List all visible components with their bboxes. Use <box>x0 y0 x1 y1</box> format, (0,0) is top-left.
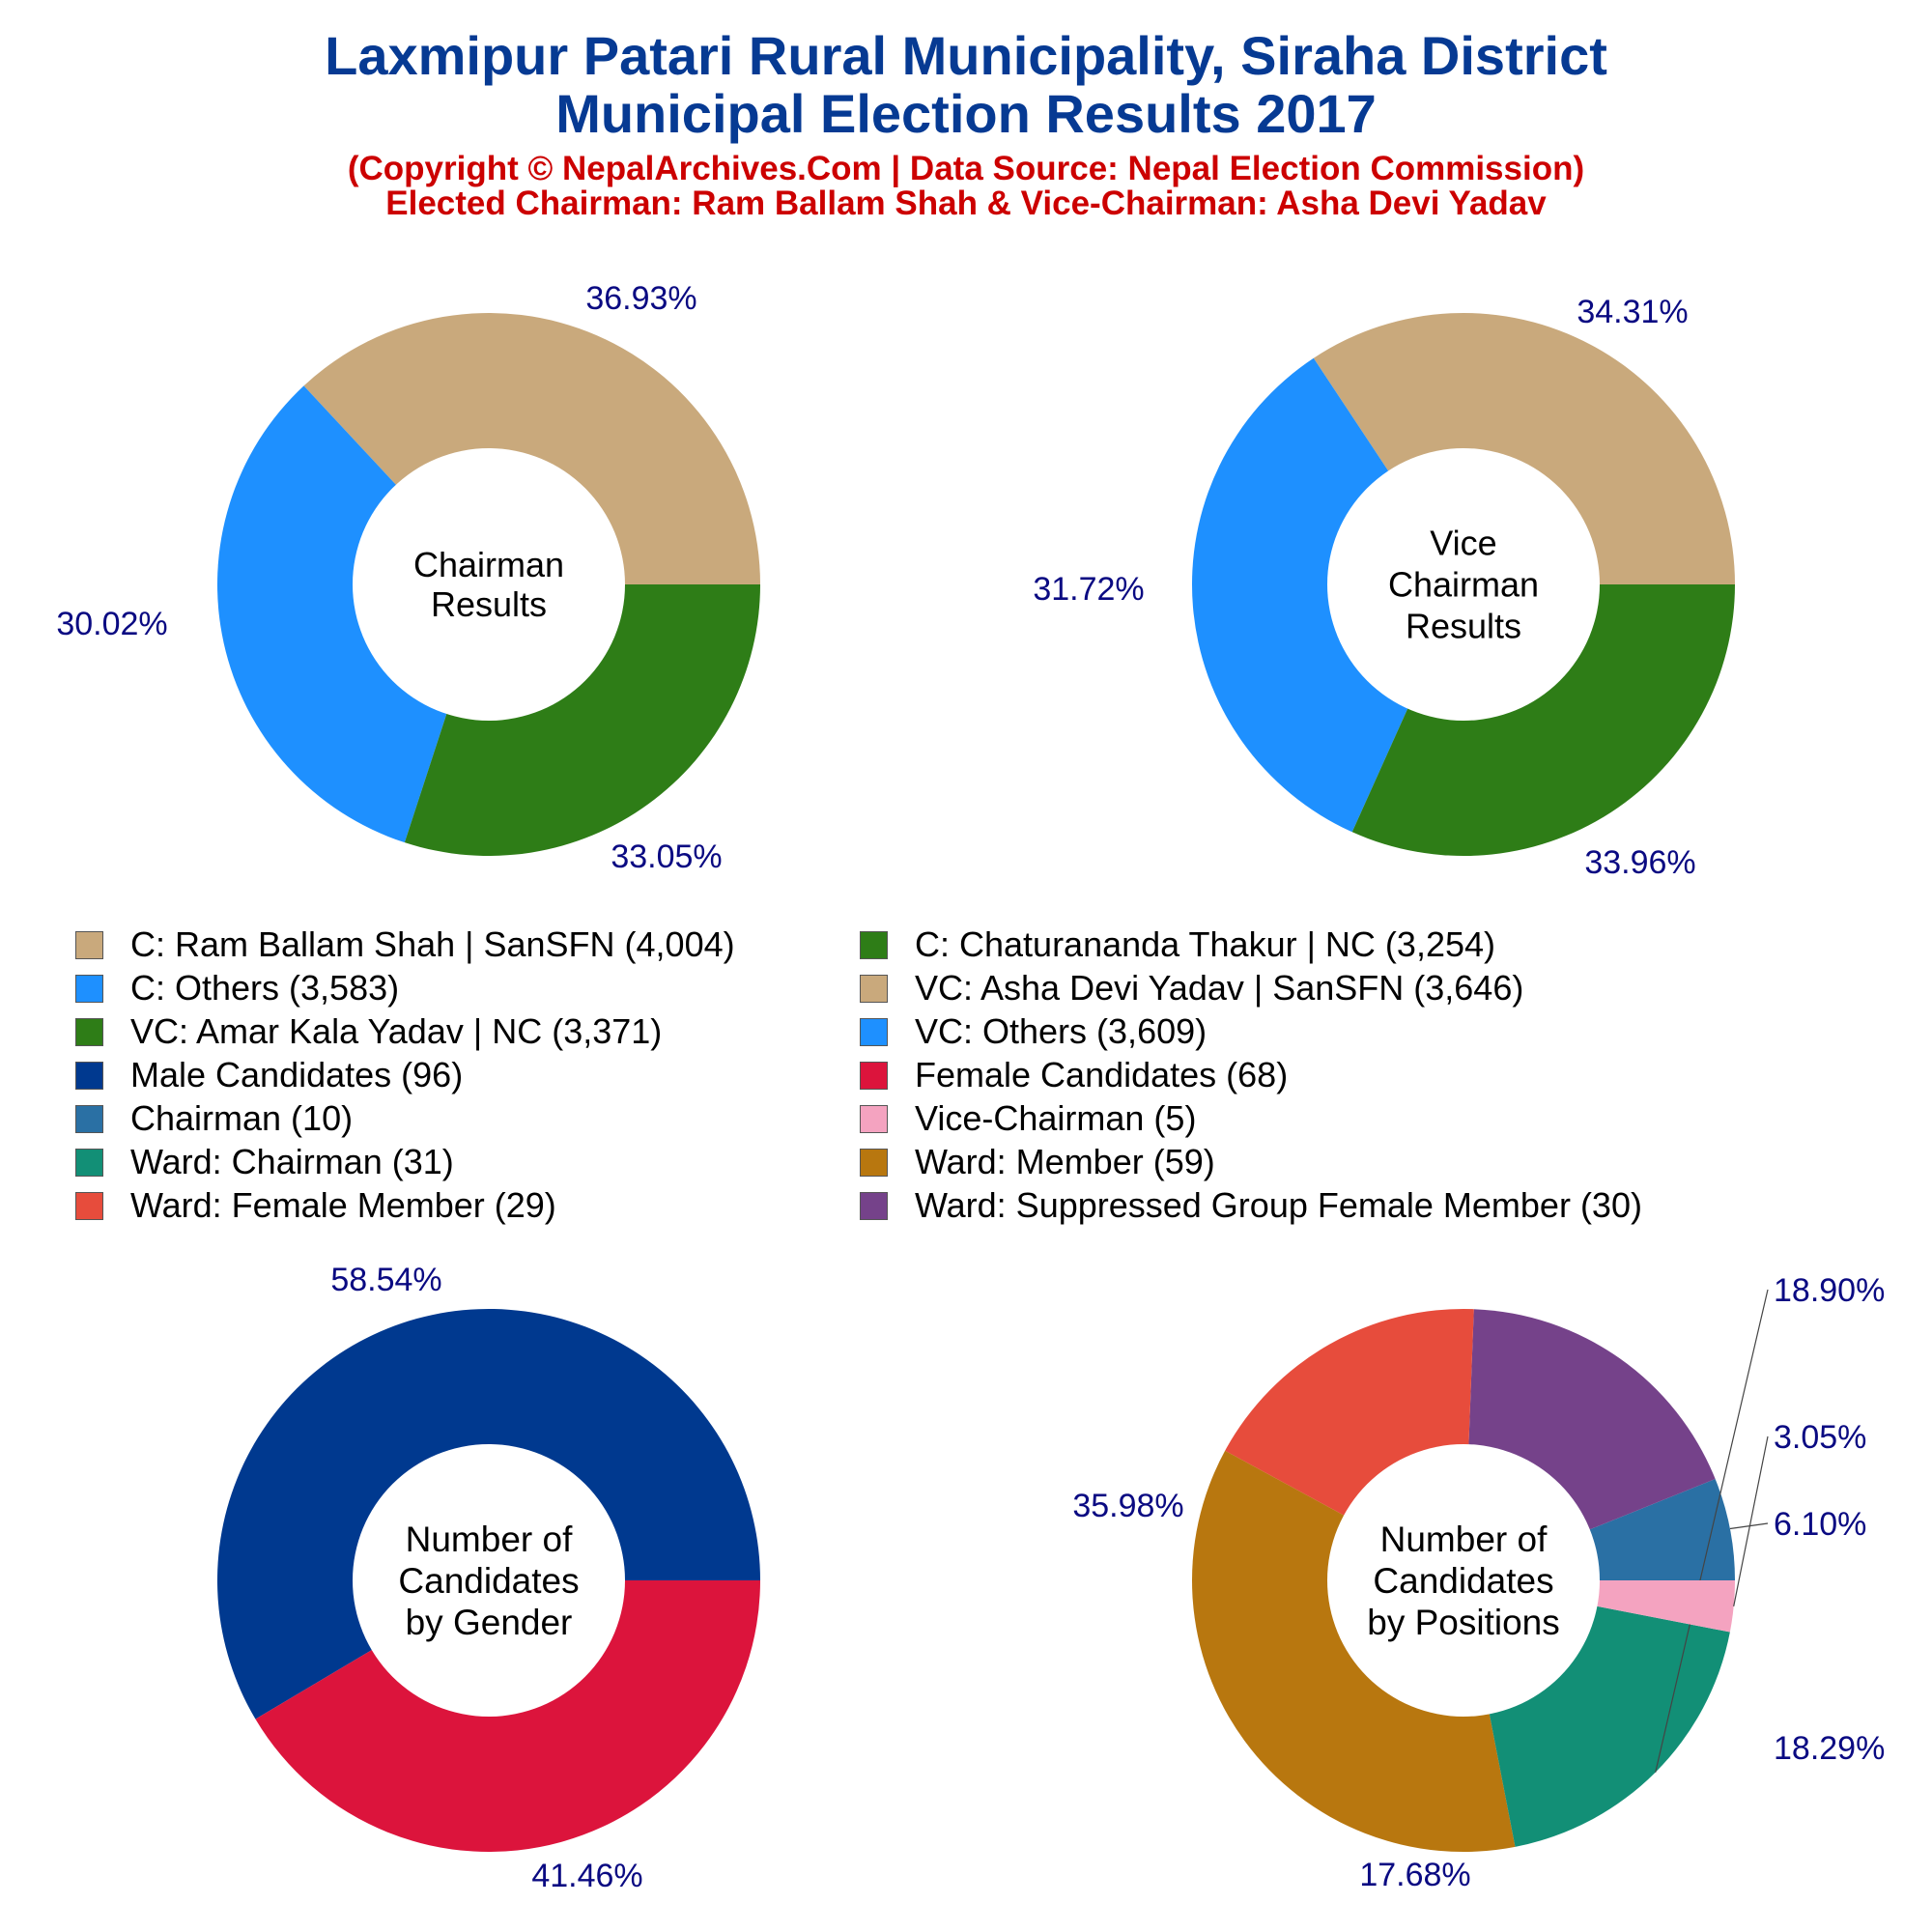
legend-swatch <box>75 975 103 1003</box>
percent-label-4-5: 18.90% <box>1774 1272 1885 1309</box>
legend-label: Ward: Member (59) <box>915 1142 1215 1181</box>
percent-label-2-2: 33.96% <box>1584 844 1695 881</box>
legend-label: Ward: Suppressed Group Female Member (30… <box>915 1185 1642 1225</box>
center-label-2-line-3: Results <box>1406 607 1521 646</box>
legend-swatch <box>860 1062 888 1090</box>
percent-label-2-3: 31.72% <box>1033 571 1144 608</box>
legend-swatch <box>75 931 103 959</box>
donut-chart-4: 6.10% 18.29% 17.68% 35.98% 18.90% 3.05% Number… <box>1072 1272 1885 1893</box>
center-label-3-line-3: by Gender <box>406 1603 573 1642</box>
center-label-1-line-2: Results <box>431 584 547 624</box>
percent-label-3-2: 41.46% <box>531 1858 642 1894</box>
percent-label-4-3: 17.68% <box>1359 1857 1470 1893</box>
percent-label-4-4: 35.98% <box>1072 1488 1183 1524</box>
percent-label-3-1: 58.54% <box>330 1262 441 1298</box>
leader-line-4-1 <box>1729 1522 1769 1530</box>
chart-subtitle-source: (Copyright © NepalArchives.Com | Data So… <box>347 150 1585 187</box>
legend-label: Female Candidates (68) <box>915 1055 1289 1094</box>
legend-label: VC: Others (3,609) <box>915 1011 1208 1051</box>
leader-line-4-6 <box>1733 1435 1769 1607</box>
center-label-1-line-1: Chairman <box>413 545 564 584</box>
legend-swatch <box>860 975 888 1003</box>
legend-swatch <box>75 1149 103 1177</box>
legend-label: VC: Amar Kala Yadav | NC (3,371) <box>130 1011 663 1051</box>
percent-label-1-3: 30.02% <box>56 606 167 642</box>
percent-label-4-1: 6.10% <box>1774 1506 1866 1543</box>
percent-label-2-1: 34.31% <box>1577 294 1688 330</box>
percent-label-4-6: 3.05% <box>1774 1419 1866 1456</box>
legend-label: Male Candidates (96) <box>130 1055 464 1094</box>
legend-swatch <box>75 1062 103 1090</box>
legend-swatch <box>75 1192 103 1220</box>
legend-swatch <box>75 1018 103 1046</box>
center-label-4-line-3: by Positions <box>1367 1603 1560 1642</box>
legend-label: Ward: Female Member (29) <box>130 1185 556 1225</box>
center-label-3-line-1: Number of <box>406 1520 573 1559</box>
legend-label: C: Others (3,583) <box>130 968 400 1008</box>
donut-hole-1 <box>353 448 625 721</box>
legend-swatch <box>860 1192 888 1220</box>
percent-label-4-2: 18.29% <box>1774 1730 1885 1767</box>
slice-1-2 <box>217 385 489 843</box>
legend-label: C: Chaturananda Thakur | NC (3,254) <box>915 924 1495 964</box>
chart-title-line-1: Laxmipur Patari Rural Municipality, Sira… <box>325 25 1607 86</box>
legend-label: VC: Asha Devi Yadav | SanSFN (3,646) <box>915 968 1524 1008</box>
center-label-3-line-2: Candidates <box>398 1561 579 1601</box>
center-label-2-line-1: Vice <box>1430 524 1496 563</box>
donut-hole-3 <box>353 1444 625 1717</box>
center-label-2-line-2: Chairman <box>1388 565 1539 605</box>
slice-1-1 <box>303 313 760 584</box>
legend-swatch <box>75 1105 103 1133</box>
chart-subtitle-elected: Elected Chairman: Ram Ballam Shah & Vice… <box>385 185 1547 222</box>
legend-swatch <box>860 1018 888 1046</box>
legend-label: Vice-Chairman (5) <box>915 1098 1197 1138</box>
legend-swatch <box>860 1105 888 1133</box>
donut-hole-2 <box>1327 448 1600 721</box>
legend-label: Chairman (10) <box>130 1098 354 1138</box>
percent-label-1-1: 36.93% <box>585 280 696 317</box>
center-label-4-line-2: Candidates <box>1373 1561 1553 1601</box>
percent-label-1-2: 33.05% <box>611 838 722 875</box>
center-label-4-line-1: Number of <box>1380 1520 1548 1559</box>
donut-hole-4 <box>1327 1444 1600 1717</box>
legend-label: Ward: Chairman (31) <box>130 1142 454 1181</box>
legend-swatch <box>860 931 888 959</box>
legend-label: C: Ram Ballam Shah | SanSFN (4,004) <box>130 924 735 964</box>
chart-title-line-2: Municipal Election Results 2017 <box>555 83 1377 144</box>
leader-line-4-5 <box>1655 1289 1769 1773</box>
legend-swatch <box>860 1149 888 1177</box>
